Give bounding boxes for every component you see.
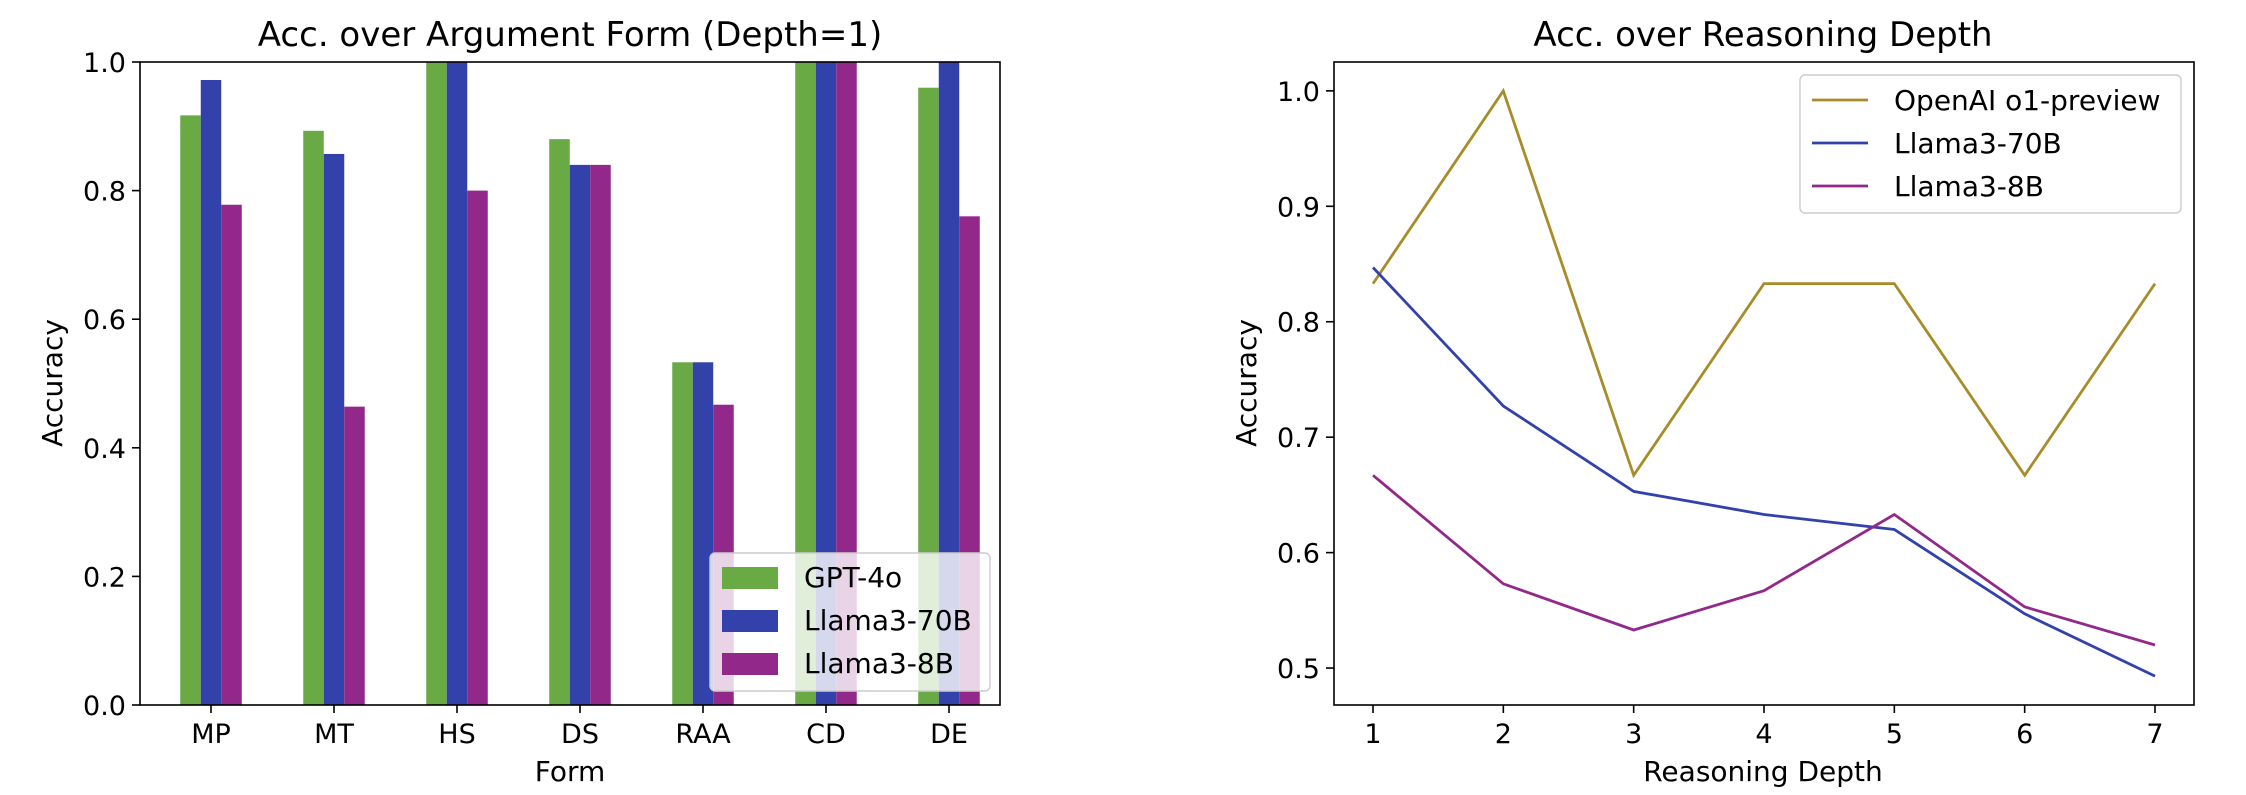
- bar-hs-gpt-4o: [426, 62, 447, 705]
- bar-cd-gpt-4o: [795, 62, 816, 705]
- x-tick-label: 5: [1886, 719, 1903, 750]
- bar-mt-llama3-8b: [344, 406, 365, 705]
- y-axis-label: Accuracy: [36, 319, 69, 447]
- y-tick-label: 0.8: [1277, 308, 1320, 339]
- bar-raa-llama3-70b: [692, 362, 714, 705]
- bar-cd-llama3-8b: [836, 62, 857, 705]
- bar-ds-llama3-70b: [569, 164, 591, 705]
- legend-label: GPT-4o: [804, 561, 902, 594]
- bar-mt-gpt-4o: [303, 130, 324, 705]
- legend-swatch: [722, 567, 778, 589]
- x-axis-label: Form: [535, 755, 606, 788]
- x-tick-label: 3: [1625, 719, 1642, 750]
- legend-swatch: [722, 610, 778, 632]
- bar-raa-gpt-4o: [672, 362, 693, 705]
- y-tick-label: 1.0: [1277, 77, 1320, 108]
- bar-cd-llama3-70b: [815, 62, 837, 705]
- x-tick-label: MP: [191, 719, 231, 750]
- bar-chart-argument-form: Acc. over Argument Form (Depth=1) 0.0 0.2…: [36, 15, 1001, 788]
- legend: OpenAI o1-preview Llama3-70B Llama3-8B: [1799, 74, 2182, 214]
- y-tick-label: 0.6: [1277, 539, 1320, 570]
- bars: [180, 62, 980, 705]
- x-tick-label: CD: [806, 719, 846, 750]
- y-tick-label: 0.8: [83, 177, 126, 208]
- axes-frame: [139, 61, 1001, 706]
- bar-mp-llama3-8b: [221, 204, 242, 705]
- bar-hs-llama3-70b: [446, 62, 468, 705]
- legend-label: OpenAI o1-preview: [1894, 84, 2161, 117]
- legend: GPT-4o Llama3-70B Llama3-8B: [709, 552, 991, 692]
- x-tick-label: 6: [2016, 719, 2033, 750]
- legend-swatch: [722, 653, 778, 675]
- legend-label: Llama3-8B: [1894, 170, 2044, 203]
- legend-box: [1799, 74, 2182, 214]
- x-tick-label: 2: [1495, 719, 1512, 750]
- bar-mp-llama3-70b: [200, 80, 222, 705]
- x-tick-label: RAA: [675, 719, 731, 750]
- y-tick-label: 1.0: [83, 48, 126, 79]
- bar-de-llama3-70b: [938, 62, 960, 705]
- legend-label: Llama3-70B: [1894, 127, 2062, 160]
- bar-mp-gpt-4o: [180, 115, 201, 705]
- x-tick-label: DE: [930, 719, 968, 750]
- bar-mt-llama3-70b: [323, 153, 345, 705]
- legend-box: [709, 552, 991, 692]
- y-tick-label: 0.2: [83, 562, 126, 593]
- x-tick-label: 4: [1755, 719, 1772, 750]
- x-tick-label: DS: [561, 719, 599, 750]
- x-tick-label: HS: [438, 719, 475, 750]
- y-axis: 0.5 0.6 0.7 0.8 0.9 1.0: [1277, 77, 1334, 685]
- line-llama3-70b: [1371, 266, 2156, 678]
- y-tick-label: 0.9: [1277, 192, 1320, 223]
- y-axis-label: Accuracy: [1230, 319, 1263, 447]
- x-axis: 1 2 3 4 5 6 7: [1364, 705, 2164, 750]
- y-tick-label: 0.7: [1277, 423, 1320, 454]
- y-tick-label: 0.0: [83, 691, 126, 722]
- x-tick-label: 1: [1364, 719, 1381, 750]
- bar-ds-gpt-4o: [549, 139, 570, 705]
- y-axis: 0.0 0.2 0.4 0.6 0.8 1.0: [83, 48, 140, 722]
- legend-label: Llama3-70B: [804, 604, 972, 637]
- x-axis: MP MT HS DS RAA CD DE: [191, 705, 968, 750]
- y-tick-label: 0.5: [1277, 654, 1320, 685]
- bar-ds-llama3-8b: [590, 164, 611, 705]
- chart-title: Acc. over Reasoning Depth: [1533, 15, 1992, 55]
- legend-label: Llama3-8B: [804, 647, 954, 680]
- line-chart-reasoning-depth: Acc. over Reasoning Depth 0.50.60.70.80.…: [1230, 15, 2195, 788]
- bar-hs-llama3-8b: [467, 190, 488, 705]
- line-openai-o1-preview: [1371, 87, 2157, 479]
- plot-area: [1371, 87, 2157, 678]
- bar-de-gpt-4o: [918, 87, 939, 705]
- x-axis-label: Reasoning Depth: [1643, 755, 1883, 788]
- y-tick-label: 0.6: [83, 305, 126, 336]
- x-tick-label: 7: [2146, 719, 2163, 750]
- plot-area: [180, 62, 980, 705]
- chart-title: Acc. over Argument Form (Depth=1): [258, 15, 882, 55]
- y-tick-label: 0.4: [83, 434, 126, 465]
- line-llama3-8b: [1372, 474, 2156, 647]
- x-tick-label: MT: [314, 719, 354, 750]
